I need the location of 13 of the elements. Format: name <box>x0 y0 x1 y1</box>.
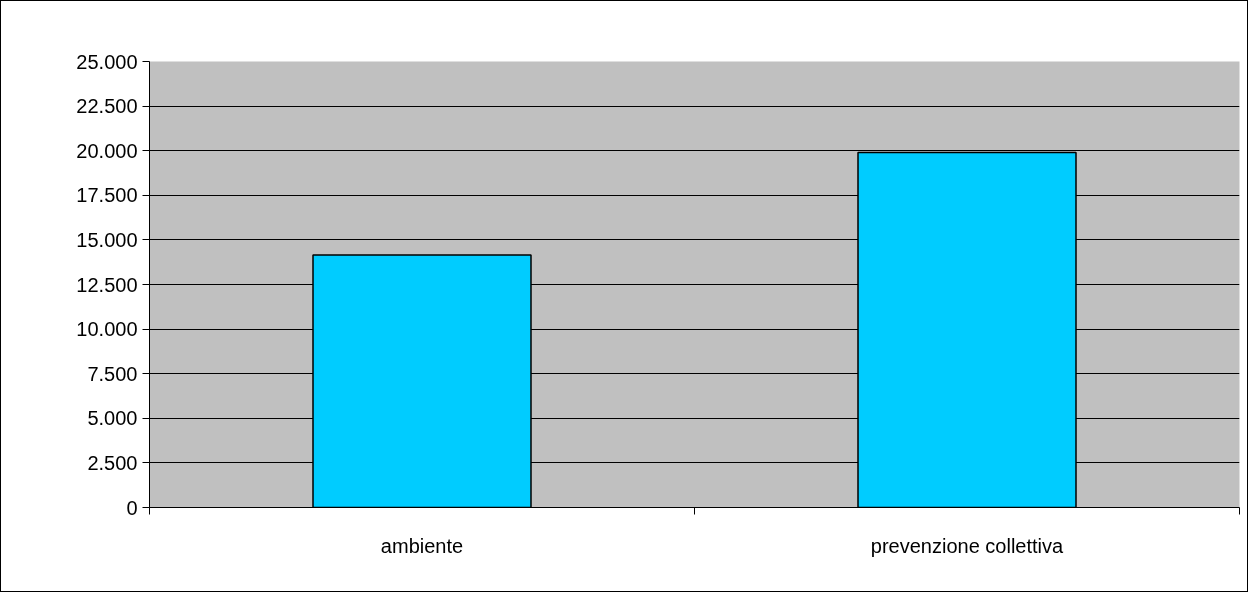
y-tick-label: 0 <box>126 496 138 519</box>
y-tick-label: 25.000 <box>76 50 138 73</box>
y-tick-label: 7.500 <box>87 362 138 385</box>
y-tick-label: 15.000 <box>76 228 138 251</box>
y-tick-label: 5.000 <box>87 407 138 430</box>
y-tick-label: 20.000 <box>76 139 138 162</box>
y-tick-label: 10.000 <box>76 318 138 341</box>
y-tick-label: 22.500 <box>76 95 138 118</box>
x-tick-label: ambiente <box>380 534 464 557</box>
x-tick-label: prevenzione collettiva <box>870 534 1065 557</box>
y-tick-label: 2.500 <box>87 451 138 474</box>
y-tick-label: 12.500 <box>76 273 138 296</box>
y-tick-label: 17.500 <box>76 184 138 207</box>
